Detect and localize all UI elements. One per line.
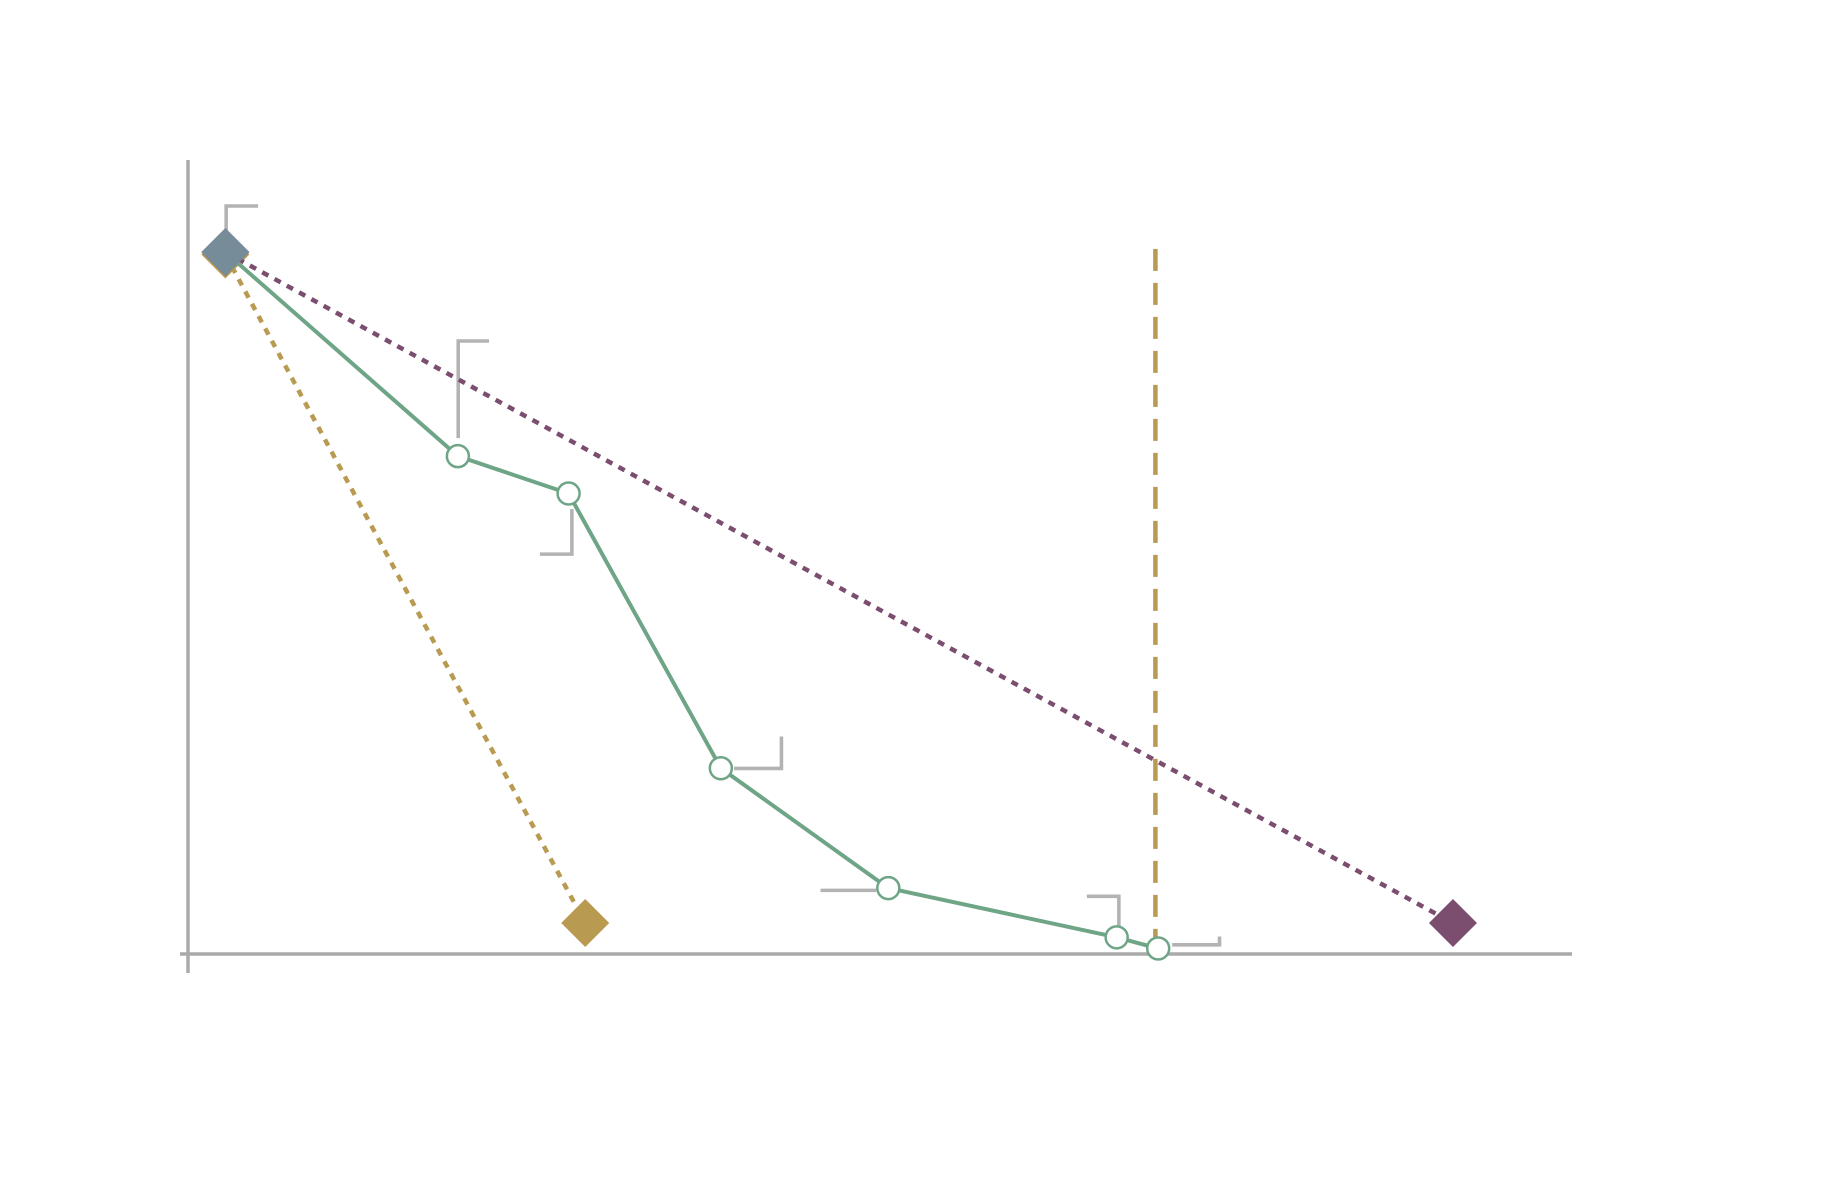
point [556, 481, 581, 506]
point [876, 875, 901, 901]
point [1104, 925, 1129, 950]
point [708, 755, 734, 781]
leader-line [224, 204, 259, 231]
point [1428, 899, 1477, 948]
series-line [224, 250, 1455, 926]
series-line [224, 250, 1159, 951]
point [445, 443, 471, 469]
leader-line [456, 339, 489, 439]
leader-line [539, 509, 574, 556]
point [1145, 936, 1171, 961]
point [561, 899, 610, 948]
point [201, 228, 250, 277]
leader-line [734, 736, 784, 771]
leader-line [1172, 936, 1222, 947]
series-line [223, 253, 588, 925]
leader-lines [224, 204, 1222, 947]
leader-line [1086, 894, 1121, 930]
